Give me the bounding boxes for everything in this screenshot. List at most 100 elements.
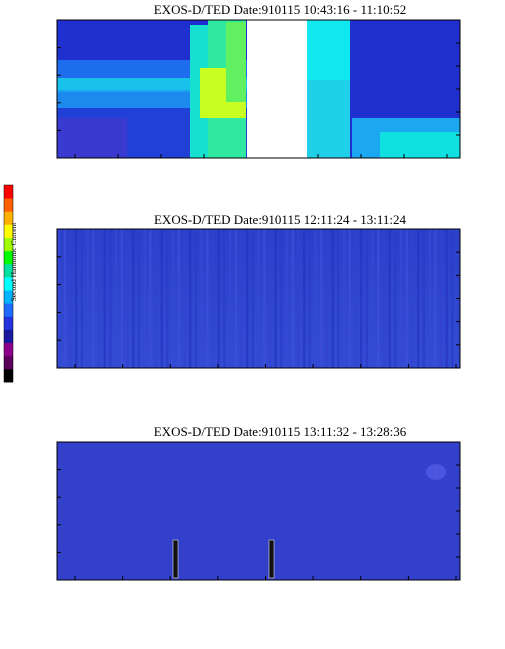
panel-2-streak xyxy=(200,229,203,368)
panel-2-streak xyxy=(80,229,83,368)
panel-2-streak xyxy=(69,229,72,368)
panel-1-plot xyxy=(56,19,461,159)
panel-3-marker xyxy=(172,539,179,579)
panel-2-streak xyxy=(189,229,192,368)
panel-2-streak xyxy=(143,229,146,368)
panel-2-streak xyxy=(314,229,317,368)
panel-2-streak xyxy=(120,229,123,368)
panel-1-title: EXOS-D/TED Date:910115 10:43:16 - 11:10:… xyxy=(154,2,407,17)
panel-2-streak xyxy=(394,229,397,368)
colorbar-cell xyxy=(4,355,13,370)
panel-3-plot xyxy=(56,441,461,581)
panel-1-data-gap xyxy=(247,20,307,158)
colorbar-cell xyxy=(4,224,13,238)
panel-3-axes xyxy=(57,441,460,581)
panel-2-streak xyxy=(160,229,163,368)
panel-3-marker xyxy=(268,539,275,579)
panel-3: EXOS-D/TED Date:910115 13:11:32 - 13:28:… xyxy=(56,424,461,581)
panel-2-streak xyxy=(388,229,391,368)
panel-2-streak xyxy=(229,229,232,368)
panel-1-band xyxy=(57,118,127,158)
panel-2-streak xyxy=(274,229,277,368)
panel-2-streak xyxy=(445,229,448,368)
panel-2-streak xyxy=(75,229,78,368)
colorbar-cell xyxy=(4,316,13,330)
panel-2-streak xyxy=(337,229,340,368)
panel-2-streak xyxy=(126,229,129,368)
panel-2-streak xyxy=(371,229,374,368)
panel-2-streak xyxy=(177,229,180,368)
panel-2-info-table xyxy=(74,364,457,368)
panel-2-streak xyxy=(63,229,66,368)
panel-2-streak xyxy=(451,229,454,368)
panel-1-axes xyxy=(57,19,460,159)
panel-2-streak xyxy=(257,229,260,368)
panel-2-title: EXOS-D/TED Date:910115 12:11:24 - 13:11:… xyxy=(154,212,407,227)
panel-2-streak xyxy=(331,229,334,368)
colorbar-frame xyxy=(3,184,14,383)
panel-2-streak xyxy=(360,229,363,368)
panel-2-streak xyxy=(411,229,414,368)
colorbar-cell xyxy=(4,250,13,265)
panel-3-background xyxy=(57,442,460,580)
panel-2-streak xyxy=(223,229,226,368)
panel-2-streak xyxy=(280,229,283,368)
panel-2-streak xyxy=(240,229,243,368)
panel-3-title: EXOS-D/TED Date:910115 13:11:32 - 13:28:… xyxy=(154,424,407,439)
panel-3-blob xyxy=(426,464,446,480)
colorbar-cell xyxy=(4,263,13,278)
panel-2-streak xyxy=(428,229,431,368)
colorbar-label: Second Harmonic Current xyxy=(9,222,18,302)
panel-2-streak xyxy=(211,229,215,368)
colorbar-cells xyxy=(3,184,14,383)
colorbar-cell xyxy=(4,198,13,212)
panel-2-streak xyxy=(422,229,425,368)
panel-2-streak xyxy=(149,229,152,368)
panel-2-streak xyxy=(400,229,403,368)
panel-2-streak xyxy=(439,229,443,368)
panel-2-streak xyxy=(320,229,323,368)
panel-2-streak xyxy=(382,229,386,368)
panel-2-streak xyxy=(154,229,158,368)
colorbar-cell xyxy=(4,329,13,343)
panel-1-info-table xyxy=(74,154,448,158)
panel-2-streak xyxy=(405,229,408,368)
colorbar-cell xyxy=(4,211,13,225)
panel-3-info-table xyxy=(74,576,457,580)
panel-2: EXOS-D/TED Date:910115 12:11:24 - 13:11:… xyxy=(56,212,461,369)
colorbar-cell xyxy=(4,185,13,199)
panel-2-plot xyxy=(56,228,461,369)
panel-2-streak xyxy=(109,229,112,368)
colorbar-cell xyxy=(4,290,13,304)
colorbar: Second Harmonic Current xyxy=(3,184,18,383)
colorbar-cell xyxy=(4,276,13,291)
panel-2-streak xyxy=(291,229,294,368)
panel-2-streak xyxy=(58,229,61,368)
panel-2-streak xyxy=(217,229,220,368)
colorbar-cell xyxy=(4,303,13,317)
colorbar-cell xyxy=(4,368,13,383)
panel-2-streak xyxy=(417,229,420,368)
panel-2-streak xyxy=(166,229,169,368)
panel-2-streak xyxy=(172,229,175,368)
panel-2-axes xyxy=(57,228,460,369)
panel-2-streak xyxy=(132,229,135,368)
panel-1-band xyxy=(307,20,352,80)
panel-2-streak xyxy=(92,229,95,368)
panel-2-streak xyxy=(183,229,186,368)
panel-2-streak xyxy=(343,229,346,368)
panel-2-streak xyxy=(268,229,272,368)
panel-2-streak xyxy=(297,229,300,368)
panel-2-streak xyxy=(194,229,197,368)
colorbar-cell xyxy=(4,342,13,357)
panel-2-streak xyxy=(115,229,118,368)
panel-2-streak xyxy=(206,229,209,368)
panel-2-streak xyxy=(365,229,368,368)
panel-1: EXOS-D/TED Date:910115 10:43:16 - 11:10:… xyxy=(56,2,461,159)
panel-2-streak xyxy=(286,229,289,368)
panel-2-streak xyxy=(251,229,254,368)
panel-2-streak xyxy=(137,229,140,368)
panel-2-streak xyxy=(303,229,306,368)
panel-2-streak xyxy=(234,229,237,368)
panel-2-streak xyxy=(97,229,101,368)
